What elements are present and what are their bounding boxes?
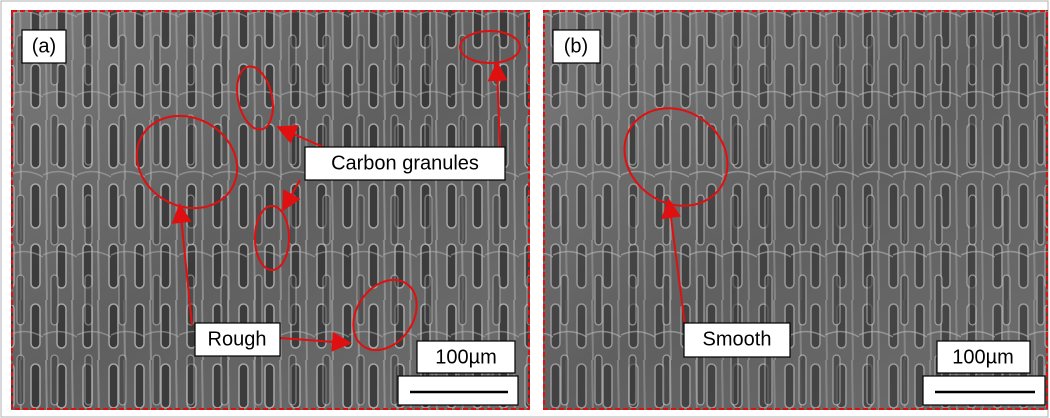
panel-b: (b) Smooth 100µm [543, 10, 1048, 410]
scale-label: 100µm [952, 346, 1014, 368]
panel-label: (a) [32, 35, 56, 57]
callout: Smooth [703, 328, 772, 350]
callout: Carbon granules [331, 152, 479, 174]
scale-box [398, 376, 518, 405]
callout: Rough [208, 328, 267, 350]
panel-a: (a) Carbon granules Rough 100µm [11, 10, 530, 410]
figure: (a) Carbon granules Rough 100µm (b) Smoo… [0, 0, 1050, 418]
scale-box [923, 376, 1045, 405]
scale-label: 100µm [435, 346, 497, 368]
page: (a) Carbon granules Rough 100µm (b) Smoo… [0, 0, 1050, 418]
panel-label: (b) [564, 35, 588, 57]
